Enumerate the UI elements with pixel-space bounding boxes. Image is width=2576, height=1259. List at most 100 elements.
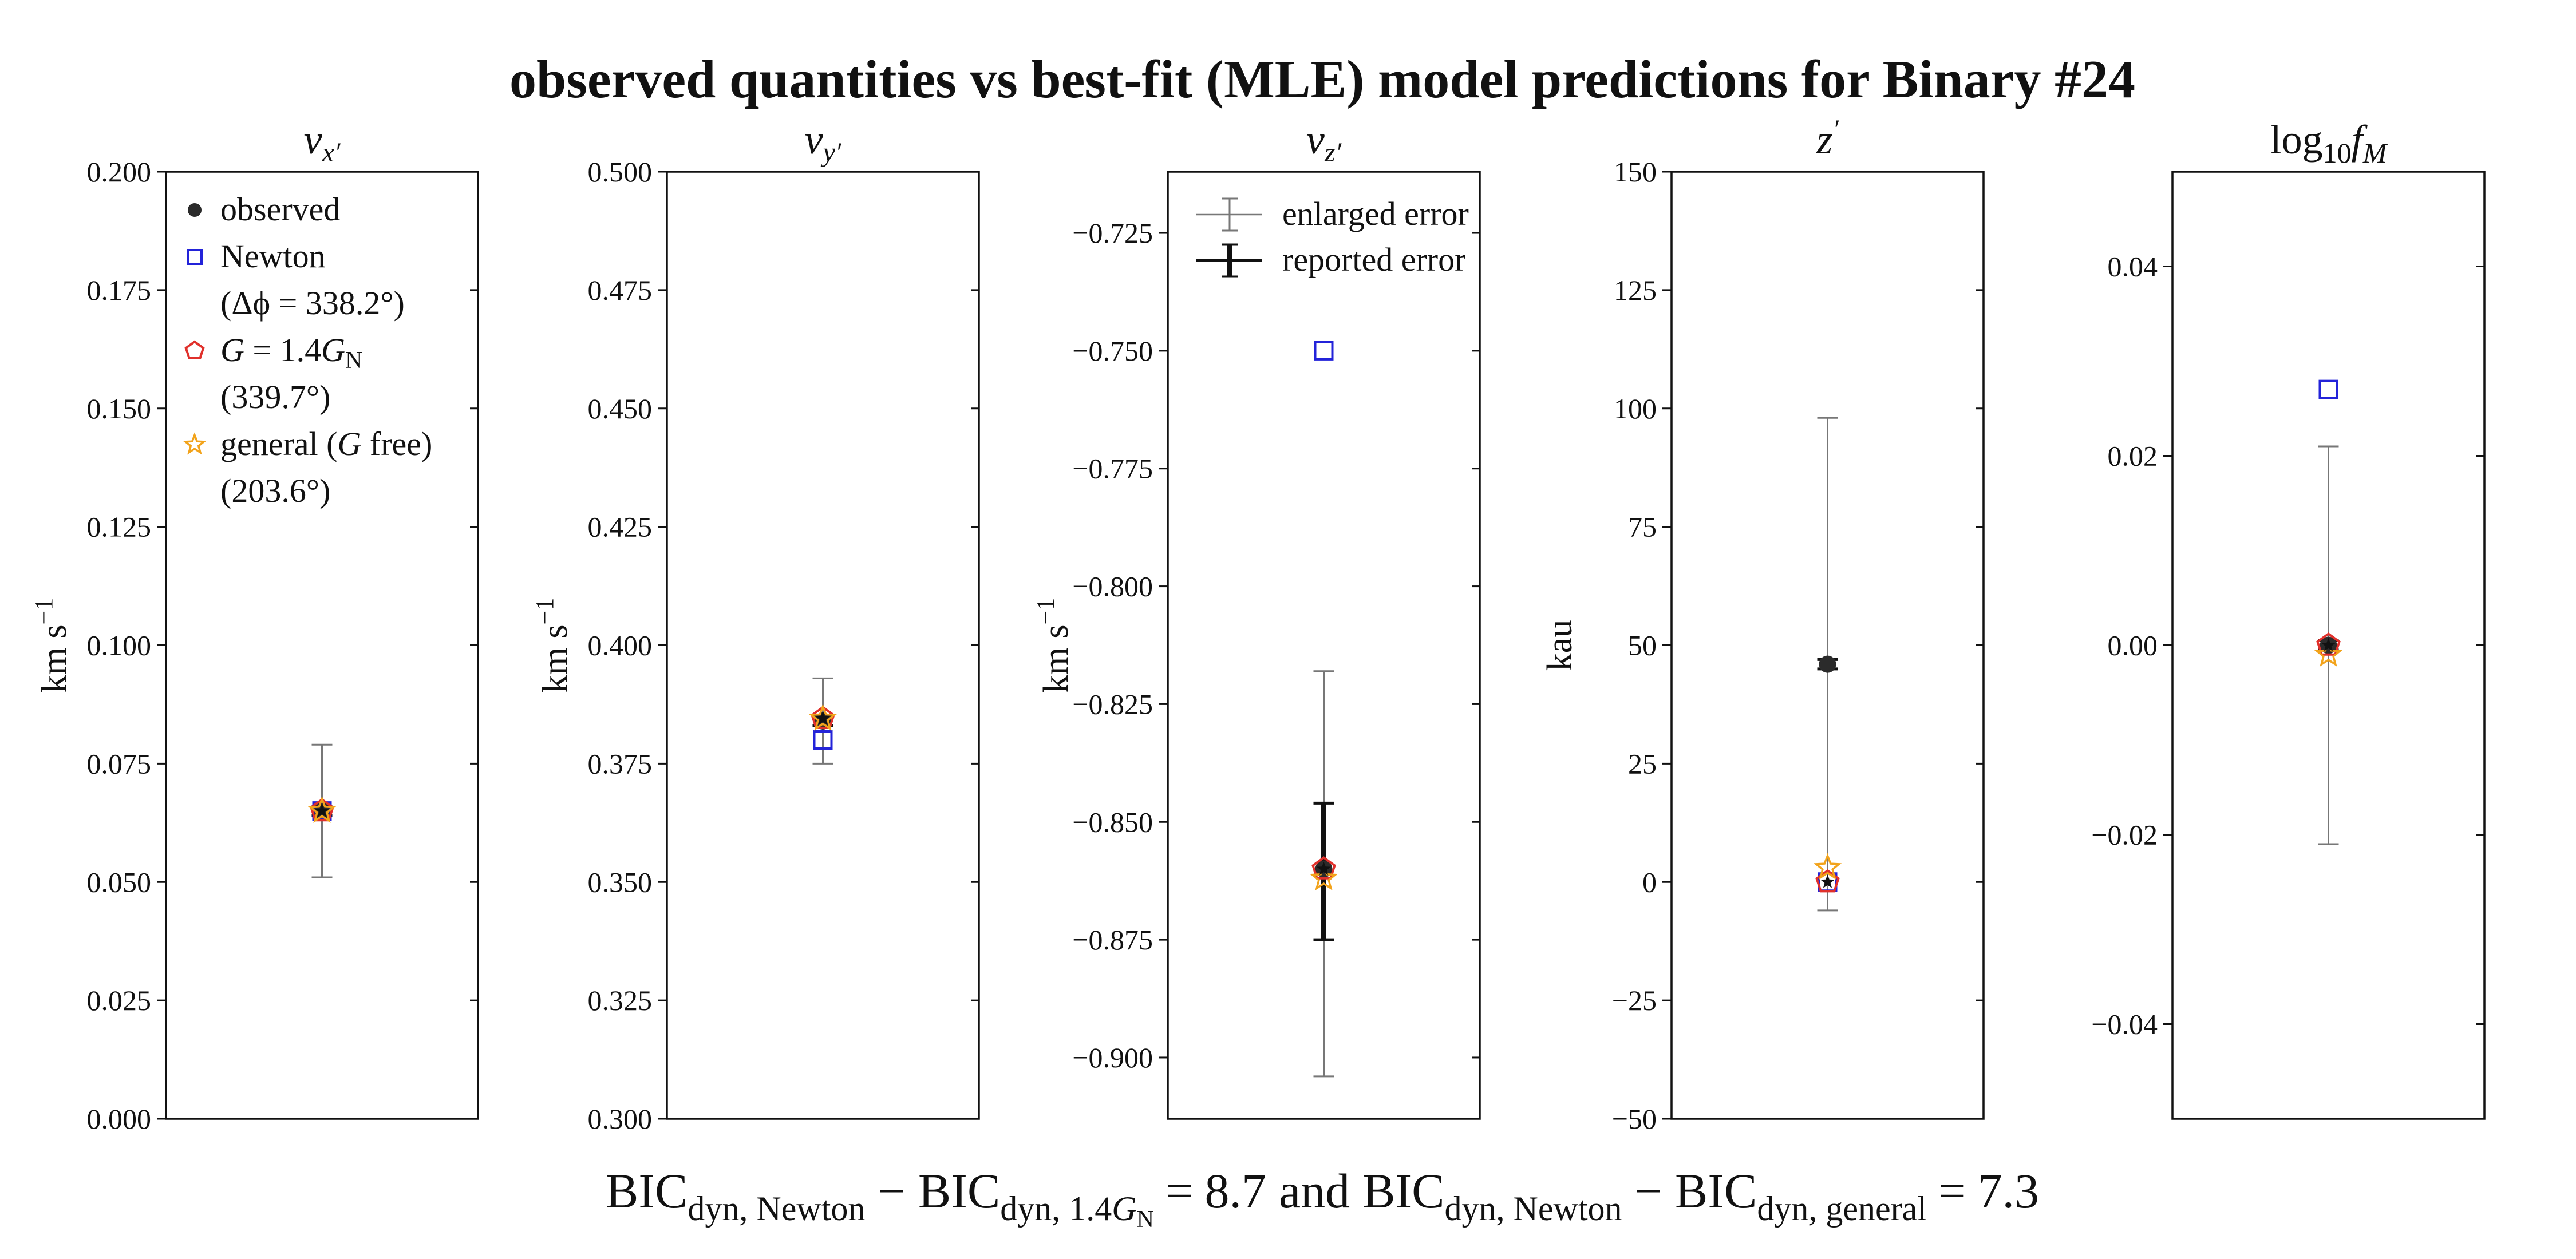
legend-label-g2: G (321, 331, 345, 369)
y-tick-label: −0.750 (1072, 335, 1153, 367)
title-sub: x′ (322, 137, 341, 168)
y-tick-label: 75 (1628, 511, 1657, 543)
panel-title: vy′ (805, 117, 842, 168)
legend-sublabel: (Δϕ = 338.2°) (220, 284, 405, 322)
legend-label: observed (220, 191, 340, 228)
title-sub: y′ (820, 137, 842, 168)
y-tick-label: 0.00 (2108, 630, 2158, 662)
legend-star-marker (183, 432, 207, 455)
title-base: v (304, 117, 322, 163)
y-tick-label: 0.150 (87, 393, 152, 425)
legend-label-post: free) (361, 425, 432, 462)
figure-title: observed quantities vs best-fit (MLE) mo… (509, 50, 2135, 109)
general-point (808, 703, 837, 731)
equals-2: = (1938, 1163, 1966, 1218)
error-legend: enlarged error reported error (1196, 195, 1469, 278)
value-1: 8.7 (1204, 1163, 1266, 1218)
legend-circle-marker (188, 203, 202, 217)
y-tick-label: 0.100 (87, 630, 152, 662)
y-tick-label: 0.025 (87, 984, 152, 1016)
minus-2: − (1635, 1163, 1663, 1218)
legend-sublabel: (339.7°) (220, 378, 330, 415)
y-tick-label: −0.04 (2091, 1008, 2158, 1040)
panel-2: 0.300 0.325 0.350 0.375 0.400 0.425 0.450 0.475… (531, 117, 980, 1135)
bic-4-sub: dyn, general (1757, 1190, 1927, 1228)
bic-2-sub-n: N (1137, 1206, 1154, 1233)
y-tick-label: 0.000 (87, 1103, 152, 1135)
panel-1: 0.000 0.025 0.050 0.075 0.100 0.125 0.150 0.175… (30, 117, 479, 1135)
bic-3-sub: dyn, Newton (1445, 1190, 1622, 1228)
legend-square-marker (187, 249, 203, 265)
title-base: v (1306, 117, 1325, 163)
panel-5: −0.04 −0.02 0.00 0.02 0.04 log10fM (2091, 117, 2486, 1120)
legend-label-eq: = 1.4 (244, 331, 321, 369)
y-tick-label: −0.800 (1072, 571, 1153, 603)
and-word: and (1279, 1163, 1350, 1218)
y-tick-label: −50 (1612, 1103, 1657, 1135)
y-tick-label: 0.325 (588, 984, 653, 1016)
plot-frame (1167, 171, 1481, 1120)
y-tick-label: 0.475 (588, 274, 653, 306)
newton-point (2318, 379, 2338, 399)
g14-point (1311, 856, 1336, 880)
legend-label-g: G (337, 425, 361, 462)
y-tick-label: 0.300 (588, 1103, 653, 1135)
best-fit-star-point (816, 711, 830, 725)
legend-label-pre: general ( (220, 425, 337, 462)
best-fit-star-point (1820, 874, 1835, 888)
y-tick-label: 0.04 (2108, 251, 2158, 283)
g14-point (2316, 632, 2341, 656)
bic-4: BIC (1675, 1163, 1757, 1218)
y-tick-label: −0.775 (1072, 453, 1153, 485)
legend-label-text: observed (220, 191, 340, 228)
y-axis-label-text: km s (536, 624, 575, 692)
newton-point (813, 730, 833, 750)
title-base: v (805, 117, 823, 163)
y-tick-label: 150 (1614, 156, 1657, 188)
newton-point (1314, 341, 1334, 361)
y-tick-label: 25 (1628, 747, 1657, 779)
y-tick-label: −0.850 (1072, 806, 1153, 838)
best-fit-star-point (315, 803, 329, 817)
y-tick-label: 100 (1614, 393, 1657, 425)
best-fit-star-point (1317, 861, 1331, 876)
bic-2-sub: dyn, 1.4 (1000, 1190, 1112, 1228)
y-tick-label: −0.725 (1072, 217, 1153, 249)
general-point (1309, 864, 1338, 891)
y-tick-label: 0.050 (87, 866, 152, 898)
legend-label: general (G free) (220, 425, 432, 462)
y-tick-label: −0.02 (2091, 819, 2158, 851)
general-point (2314, 640, 2343, 667)
y-axis-label: kau (1540, 620, 1579, 671)
bic-1-sub: dyn, Newton (688, 1190, 865, 1228)
y-tick-label: 0.500 (588, 156, 653, 188)
title-sub: ′ (1832, 114, 1839, 145)
legend-reported-label: reported error (1282, 241, 1465, 278)
y-axis-label-sup: −1 (1032, 598, 1060, 625)
y-axis-label-text: km s (1037, 624, 1076, 692)
y-axis-label-sup: −1 (531, 598, 559, 625)
title-base: log (2270, 117, 2323, 163)
observed-point (1819, 655, 1836, 673)
bic-1: BIC (606, 1163, 688, 1218)
best-fit-star-point (2321, 638, 2336, 651)
y-tick-label: 0.425 (588, 511, 653, 543)
y-axis-label-sup: −1 (30, 598, 58, 625)
legend-label: Newton (220, 237, 326, 275)
y-tick-label: 125 (1614, 274, 1657, 306)
y-tick-label: −0.825 (1072, 688, 1153, 720)
panel-4: −50 −25 0 25 50 75 100 125 150 z′ kau (1540, 114, 1985, 1135)
y-tick-label: 0.02 (2108, 440, 2158, 472)
legend-label-text: Newton (220, 237, 326, 275)
y-tick-label: 0.350 (588, 866, 653, 898)
title-sub: z′ (1324, 137, 1342, 168)
panel-title: vz′ (1306, 117, 1342, 168)
bic-3: BIC (1362, 1163, 1444, 1218)
y-axis-label: km s−1 (30, 598, 74, 693)
panel-3: −0.900 −0.875 −0.850 −0.825 −0.800 −0.775 −0.7… (1032, 117, 1481, 1120)
title-tail-sub: M (2362, 137, 2388, 169)
title-base: z (1816, 117, 1832, 163)
bic-summary: BICdyn, Newton − BICdyn, 1.4GN= 8.7 and BICdy… (606, 1163, 2039, 1233)
y-axis-label: km s−1 (531, 598, 575, 693)
